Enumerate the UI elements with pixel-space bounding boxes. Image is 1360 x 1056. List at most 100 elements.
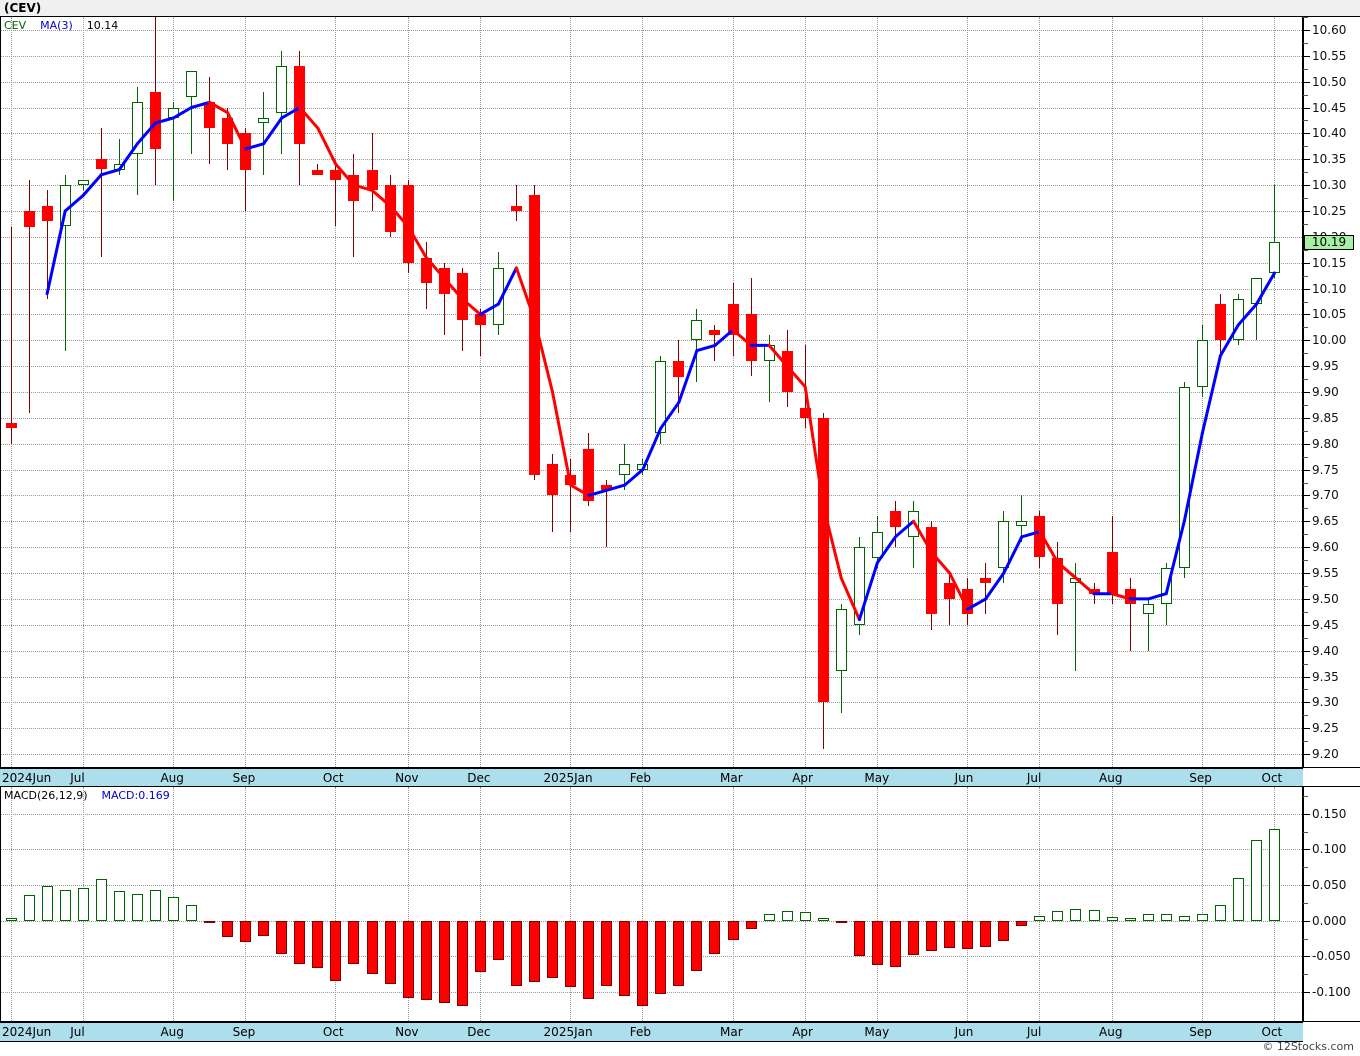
last-price-badge: 10.19	[1304, 235, 1354, 250]
price-gridline	[1, 598, 1302, 600]
macd-histogram-bar	[817, 917, 829, 921]
date-axis-top: 2024Jun Jul Aug Sep Oct Nov Dec 2025Jan Feb Mar Ap…	[0, 768, 1303, 788]
macd-axis-tick	[1303, 920, 1310, 922]
macd-axis-tick	[1303, 885, 1310, 887]
candle-body	[149, 92, 161, 149]
title-bar	[0, 0, 1360, 16]
price-axis-tick	[1303, 392, 1310, 393]
price-axis-minor-tick	[1303, 275, 1308, 277]
macd-histogram-bar	[384, 920, 396, 984]
macd-histogram-bar	[1070, 908, 1082, 921]
price-chart-panel[interactable]	[0, 16, 1303, 768]
price-gridline	[1, 624, 1302, 626]
price-axis-tick	[1303, 573, 1310, 574]
price-axis-minor-tick	[1303, 482, 1308, 484]
date-axis-bottom-label: Aug	[160, 1025, 184, 1039]
date-axis-top-label: Oct	[1261, 771, 1283, 785]
price-axis-minor-tick	[1303, 379, 1308, 381]
date-axis-bottom-label: Feb	[629, 1025, 651, 1039]
date-axis-bottom-label: Apr	[792, 1025, 813, 1039]
candle-body	[547, 464, 558, 496]
date-axis-top-label: Sep	[232, 771, 256, 785]
macd-histogram-bar	[745, 920, 757, 930]
macd-axis-minor-tick	[1303, 867, 1308, 869]
price-gridline	[1, 185, 1302, 187]
macd-histogram-bar	[1178, 915, 1190, 921]
candle-body	[528, 195, 540, 475]
candlestick-series	[1, 17, 1302, 767]
candle-wick	[1147, 598, 1149, 651]
price-gridline	[1, 340, 1302, 342]
price-axis-tick	[1303, 443, 1310, 445]
macd-axis-tick	[1303, 956, 1310, 958]
price-gridline	[1, 55, 1302, 57]
macd-legend-name: MACD(26,12,9)	[4, 789, 88, 802]
date-axis-bottom-label: Jul	[1026, 1025, 1042, 1039]
macd-histogram-bar	[366, 920, 378, 975]
candle-wick	[335, 164, 337, 227]
price-axis-tick	[1303, 107, 1310, 109]
date-axis-bottom-label: Oct	[322, 1025, 344, 1039]
candle-body	[294, 66, 306, 144]
macd-legend: MACD(26,12,9) MACD:0.169	[4, 790, 170, 802]
candle-body	[926, 526, 938, 615]
macd-histogram-bar	[5, 917, 17, 921]
macd-histogram-bar	[1232, 878, 1244, 921]
price-axis-minor-tick	[1303, 327, 1308, 329]
date-axis-top-label: Jul	[70, 771, 85, 785]
price-axis-label: 10.05	[1312, 307, 1347, 322]
legend-ma-value: 10.14	[86, 19, 119, 32]
price-axis-label: 9.40	[1312, 643, 1339, 658]
price-axis-tick	[1303, 314, 1310, 316]
candle-body	[1250, 278, 1262, 305]
candle-wick	[985, 562, 987, 615]
date-axis-top-label: 2024Jun	[2, 771, 52, 785]
price-gridline	[1, 417, 1302, 419]
price-axis-tick	[1303, 521, 1310, 523]
price-legend: CEV MA(3) 10.14	[4, 20, 118, 32]
candle-body	[637, 464, 649, 470]
candle-body	[1269, 242, 1280, 273]
price-axis-tick	[1303, 29, 1310, 31]
price-axis-tick	[1303, 650, 1310, 652]
candle-wick	[515, 185, 517, 222]
price-axis-minor-tick	[1303, 249, 1308, 251]
price-axis-label: 9.70	[1312, 488, 1339, 503]
price-gridline	[1, 29, 1302, 31]
candle-body	[1088, 588, 1100, 594]
candle-wick	[606, 479, 608, 548]
macd-gridline	[1, 813, 1302, 815]
price-gridline-vertical	[407, 17, 409, 767]
macd-histogram-bar	[131, 894, 143, 921]
price-axis-label: 10.25	[1312, 204, 1347, 218]
price-axis-minor-tick	[1303, 172, 1308, 174]
price-axis-label: 10.60	[1312, 22, 1347, 37]
macd-histogram-bar	[276, 920, 288, 954]
macd-histogram-bar	[1016, 920, 1028, 927]
price-gridline	[1, 107, 1302, 109]
macd-chart-panel[interactable]	[0, 786, 1303, 1022]
candle-body	[348, 174, 360, 201]
candle-body	[1214, 304, 1226, 341]
price-axis-tick	[1303, 598, 1310, 600]
macd-axis-label: -0.100	[1312, 985, 1351, 1000]
price-gridline-vertical	[479, 17, 481, 767]
date-axis-top-label: Jun	[954, 771, 974, 785]
date-axis-bottom-label: 2024Jun	[2, 1025, 52, 1039]
candle-body	[95, 159, 107, 170]
price-axis-minor-tick	[1303, 586, 1308, 587]
candle-body	[131, 102, 143, 154]
candle-body	[312, 169, 324, 175]
candle-wick	[1075, 562, 1077, 672]
candle-body	[709, 329, 721, 336]
macd-gridline-vertical	[732, 787, 734, 1021]
date-axis-bottom-label: Jun	[954, 1025, 974, 1039]
macd-histogram-bar	[113, 890, 125, 921]
candle-body	[1124, 588, 1136, 605]
price-axis-minor-tick	[1303, 741, 1308, 743]
macd-histogram-bar	[186, 905, 197, 921]
macd-histogram-bar	[655, 920, 667, 995]
price-gridline-vertical	[245, 17, 247, 767]
macd-gridline-vertical	[876, 787, 878, 1021]
price-axis-label: 9.65	[1312, 514, 1339, 529]
